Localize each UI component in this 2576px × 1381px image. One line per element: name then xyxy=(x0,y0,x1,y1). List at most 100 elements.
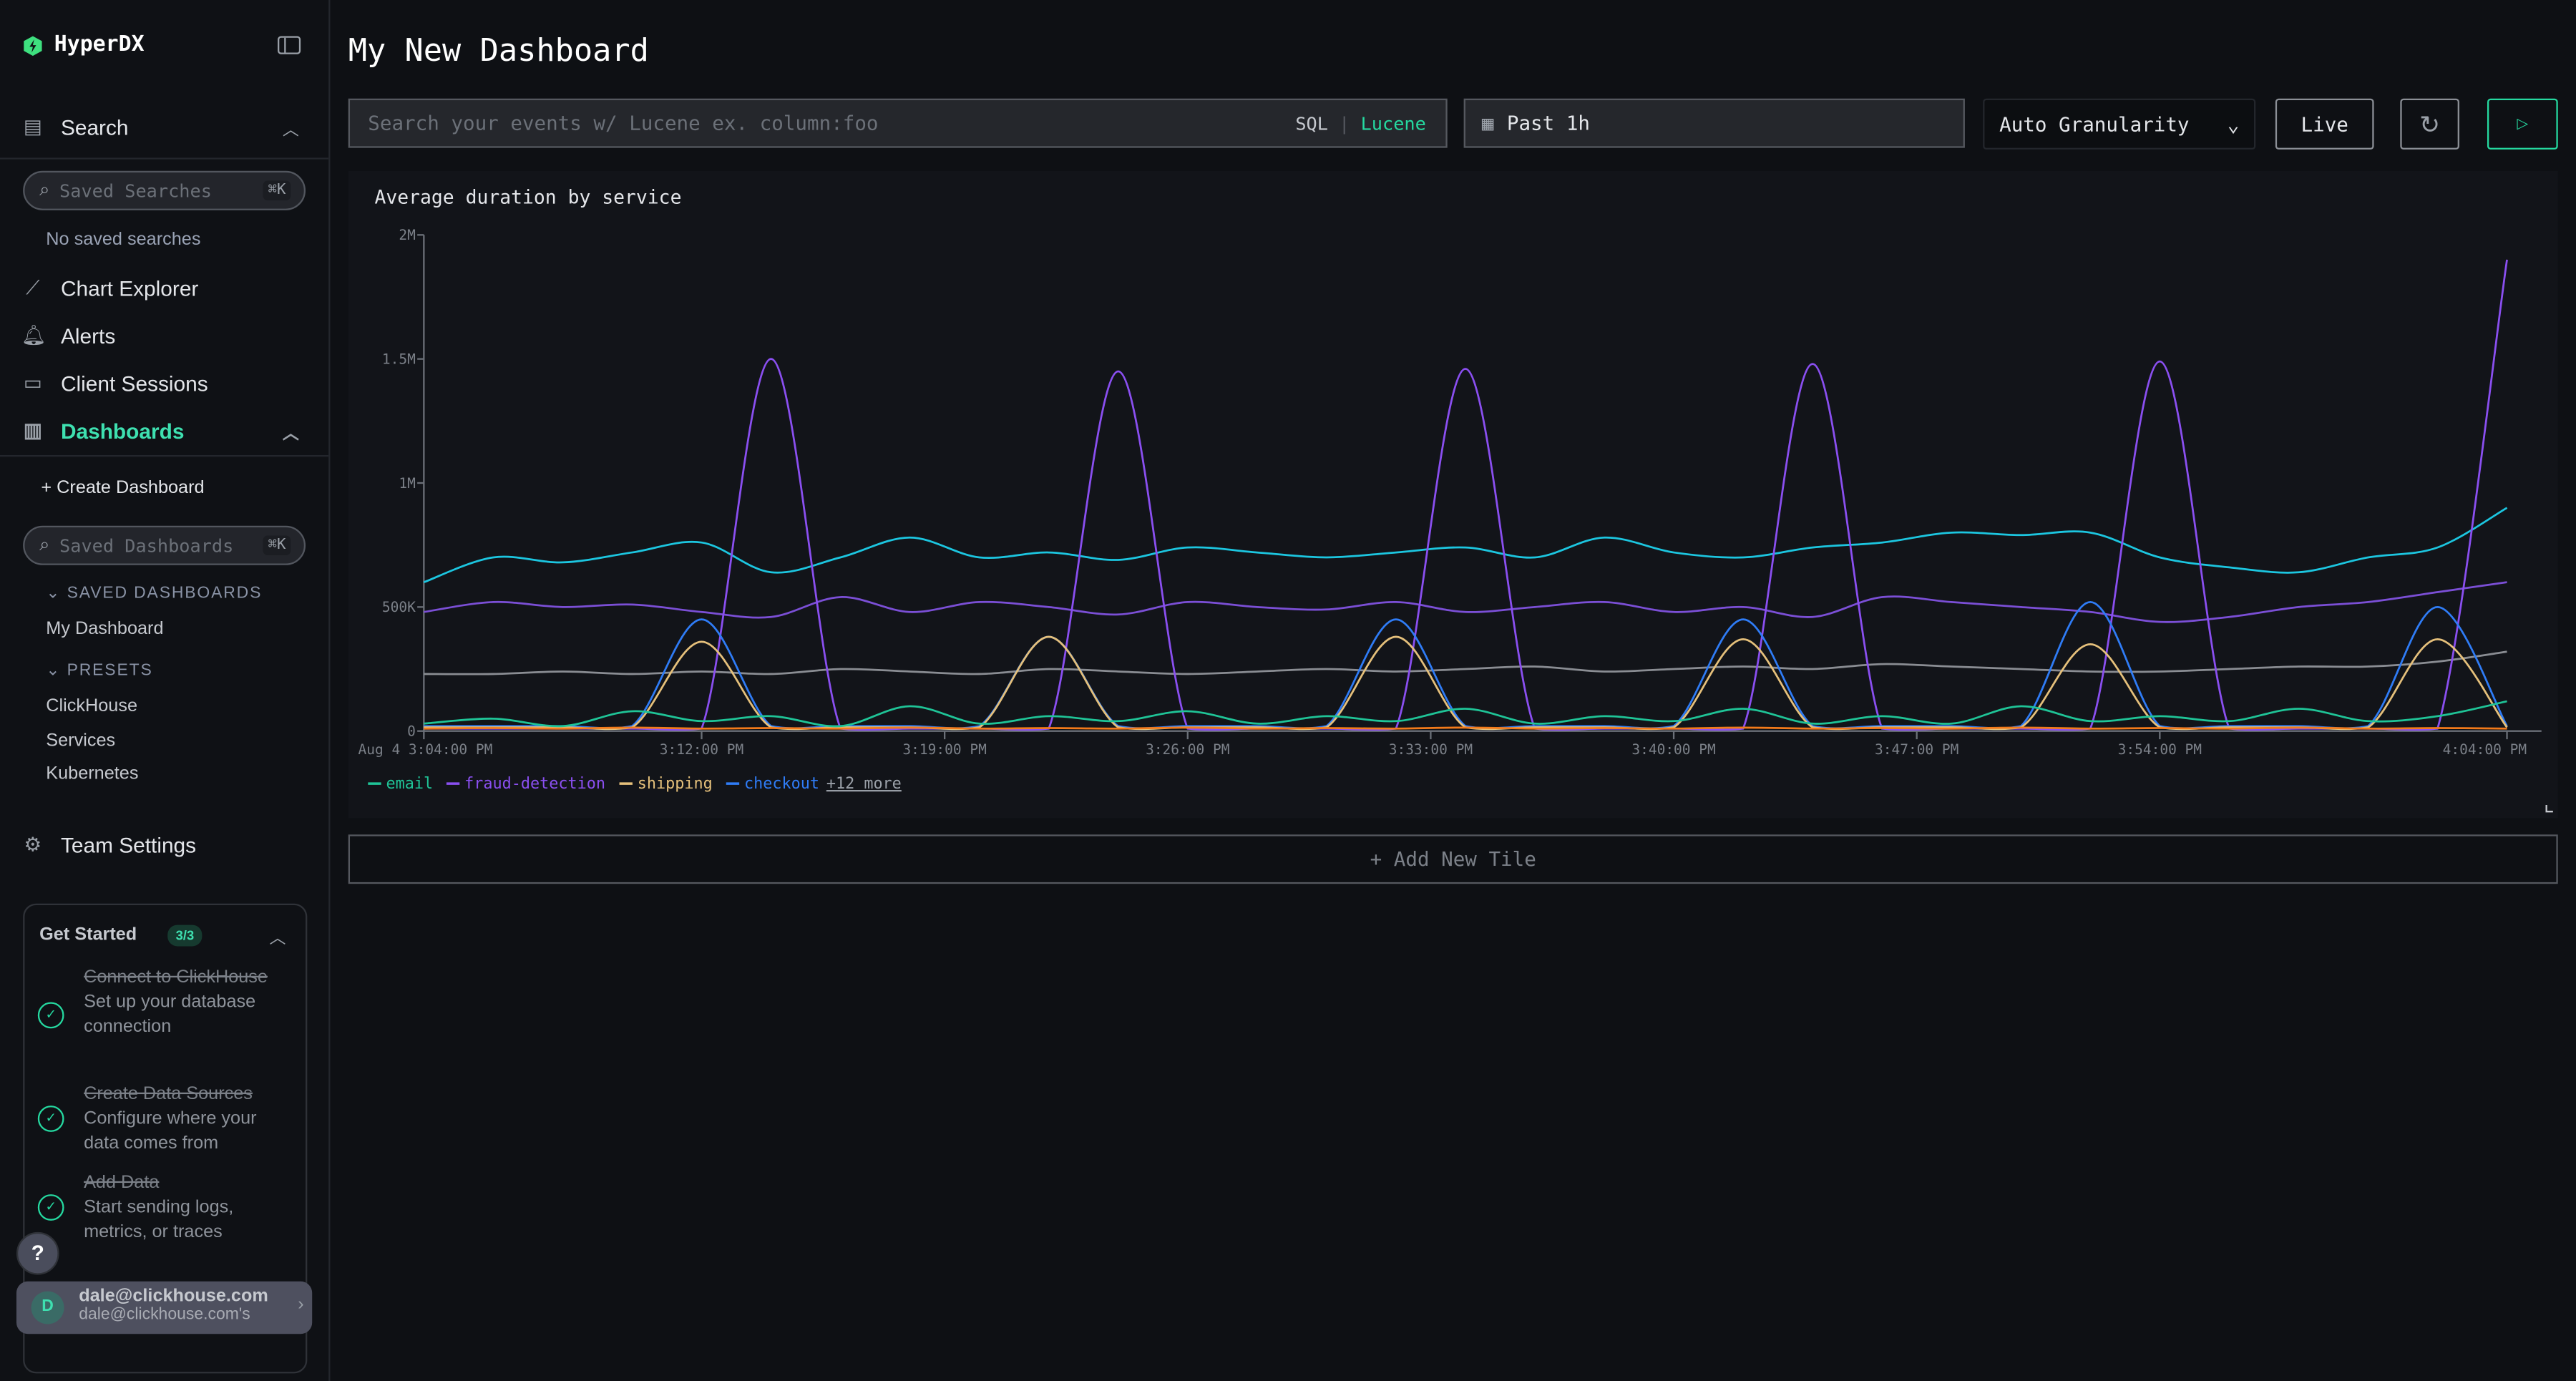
search-icon: ⌕ xyxy=(39,535,50,555)
create-dashboard-button[interactable]: + Create Dashboard xyxy=(41,478,204,498)
x-tick-label: 3:26:00 PM xyxy=(1146,741,1229,758)
legend-label: checkout xyxy=(744,775,819,793)
legend-item[interactable]: fraud-detection xyxy=(446,775,605,793)
nav-chart-explorer[interactable]: ⟋ Chart Explorer xyxy=(0,265,328,311)
chevron-right-icon: › xyxy=(298,1294,304,1314)
nav-label: Chart Explorer xyxy=(60,275,199,301)
nav-alerts[interactable]: 🔔︎ Alerts xyxy=(0,312,328,358)
page-title[interactable]: My New Dashboard xyxy=(348,32,649,69)
preset-item[interactable]: Kubernetes xyxy=(46,763,139,784)
resize-handle-icon[interactable] xyxy=(2545,804,2553,813)
line-chart-icon: ⟋ xyxy=(26,275,40,298)
nav-client-sessions[interactable]: ▭ Client Sessions xyxy=(0,360,328,406)
shortcut-hint: ⌘K xyxy=(263,535,291,556)
presets-header[interactable]: ⌄ PRESETS xyxy=(46,662,152,680)
time-range-picker[interactable]: ▦ Past 1h xyxy=(1463,98,1965,148)
label: Create Dashboard xyxy=(57,478,205,498)
label: PRESETS xyxy=(67,662,153,680)
legend-label: email xyxy=(386,775,434,793)
chevron-up-icon[interactable]: ︿ xyxy=(282,120,299,140)
add-tile-button[interactable]: + Add New Tile xyxy=(348,834,2558,884)
chart-tile[interactable]: Average duration by service 0 500K 1M 1.5M 2M… xyxy=(348,170,2558,819)
time-range-value: Past 1h xyxy=(1506,112,1591,135)
nav-label: Alerts xyxy=(60,323,116,348)
step-item[interactable]: Connect to ClickHouse Set up your databas… xyxy=(84,966,289,1040)
saved-dashboards-input[interactable]: ⌕ Saved Dashboards ⌘K xyxy=(23,525,306,565)
refresh-button[interactable]: ↻ xyxy=(2400,98,2459,150)
legend-more-link[interactable]: +12 more xyxy=(826,775,902,793)
x-tick-label: Aug 4 3:04:00 PM xyxy=(358,741,493,758)
x-tick-label: 3:47:00 PM xyxy=(1875,741,1958,758)
x-tick-label: 3:19:00 PM xyxy=(902,741,986,758)
user-menu[interactable]: D dale@clickhouse.com dale@clickhouse.co… xyxy=(16,1281,313,1334)
legend-item[interactable]: email xyxy=(368,775,433,793)
help-button[interactable]: ? xyxy=(16,1231,59,1275)
no-saved-searches: No saved searches xyxy=(46,230,201,250)
laptop-icon: ▭ xyxy=(23,371,42,395)
dashboard-item[interactable]: My Dashboard xyxy=(46,619,164,640)
x-tick-label: 3:54:00 PM xyxy=(2118,741,2202,758)
legend-label: shipping xyxy=(638,775,713,793)
search-input[interactable]: Search your events w/ Lucene ex. column:… xyxy=(348,98,1448,148)
user-email: dale@clickhouse.com xyxy=(79,1286,268,1307)
step-title: Create Data Sources xyxy=(84,1084,253,1104)
run-button[interactable]: ▷ xyxy=(2487,98,2558,150)
list-icon: ▤ xyxy=(23,114,42,138)
preset-item[interactable]: Services xyxy=(46,731,116,751)
step-desc: Start sending logs, metrics, or traces xyxy=(84,1197,234,1242)
nav-label: Dashboards xyxy=(60,418,185,443)
chevron-up-icon[interactable]: ︿ xyxy=(282,424,299,443)
chevron-down-icon: ⌄ xyxy=(46,585,67,603)
y-tick-label: 1M xyxy=(399,475,415,492)
placeholder: Saved Searches xyxy=(59,180,212,202)
series-line xyxy=(424,650,2507,675)
nav-team-settings[interactable]: ⚙ Team Settings xyxy=(0,821,328,867)
refresh-icon: ↻ xyxy=(2419,110,2441,140)
dashboard-icon: ▥ xyxy=(23,419,42,442)
bell-icon: 🔔︎ xyxy=(21,323,47,347)
series-line-fraud-detection xyxy=(424,259,2508,731)
nav-label: Client Sessions xyxy=(60,370,208,396)
step-title: Connect to ClickHouse xyxy=(84,967,268,987)
nav-label: Team Settings xyxy=(60,831,197,857)
shortcut-hint: ⌘K xyxy=(263,180,291,201)
legend-item[interactable]: checkout xyxy=(726,775,819,793)
calendar-icon: ▦ xyxy=(1481,112,1494,135)
play-icon: ▷ xyxy=(2517,114,2529,132)
series-line xyxy=(424,581,2507,623)
get-started-title: Get Started xyxy=(39,924,137,945)
check-circle-icon: ✓ xyxy=(37,1106,64,1132)
x-tick-label: 3:12:00 PM xyxy=(660,741,743,758)
saved-searches-input[interactable]: ⌕ Saved Searches ⌘K xyxy=(23,170,306,210)
granularity-select[interactable]: Auto Granularity ⌄ xyxy=(1983,98,2256,150)
lucene-toggle[interactable]: Lucene xyxy=(1360,112,1426,135)
series-line-shipping xyxy=(424,635,2508,731)
chevron-down-icon: ⌄ xyxy=(46,662,67,680)
step-item[interactable]: Create Data Sources Configure where your … xyxy=(84,1083,289,1156)
plus-icon: + xyxy=(41,478,57,498)
nav-search[interactable]: ▤ Search ︿ xyxy=(0,104,328,150)
placeholder: Saved Dashboards xyxy=(59,535,234,557)
logo[interactable]: HyperDX xyxy=(23,32,145,58)
chevron-up-icon[interactable]: ︿ xyxy=(269,929,286,948)
sidebar-toggle-icon[interactable] xyxy=(278,36,301,54)
avatar: D xyxy=(31,1291,64,1324)
legend-item[interactable]: shipping xyxy=(619,775,713,793)
get-started-panel: Get Started 3/3 ︿ xyxy=(23,903,308,1374)
check-circle-icon: ✓ xyxy=(37,1194,64,1221)
live-button[interactable]: Live xyxy=(2275,98,2374,150)
progress-badge: 3/3 xyxy=(167,924,203,947)
y-tick-label: 2M xyxy=(399,227,415,243)
nav-dashboards[interactable]: ▥ Dashboards ︿ xyxy=(0,407,328,453)
saved-dashboards-header[interactable]: ⌄ SAVED DASHBOARDS xyxy=(46,585,262,602)
hyperdx-logo-icon xyxy=(24,35,42,55)
sidebar: HyperDX ▤ Search ︿ ⌕ Saved Searches ⌘K No sa… xyxy=(0,0,331,1381)
gear-icon: ⚙ xyxy=(24,833,42,857)
team-name: dale@clickhouse.com's xyxy=(79,1306,250,1324)
sql-toggle[interactable]: SQL xyxy=(1295,112,1328,135)
preset-item[interactable]: ClickHouse xyxy=(46,696,138,717)
series-line-email xyxy=(424,700,2507,728)
app-name: HyperDX xyxy=(54,32,145,58)
step-item[interactable]: Add Data Start sending logs, metrics, or … xyxy=(84,1171,289,1245)
step-title: Add Data xyxy=(84,1173,160,1193)
